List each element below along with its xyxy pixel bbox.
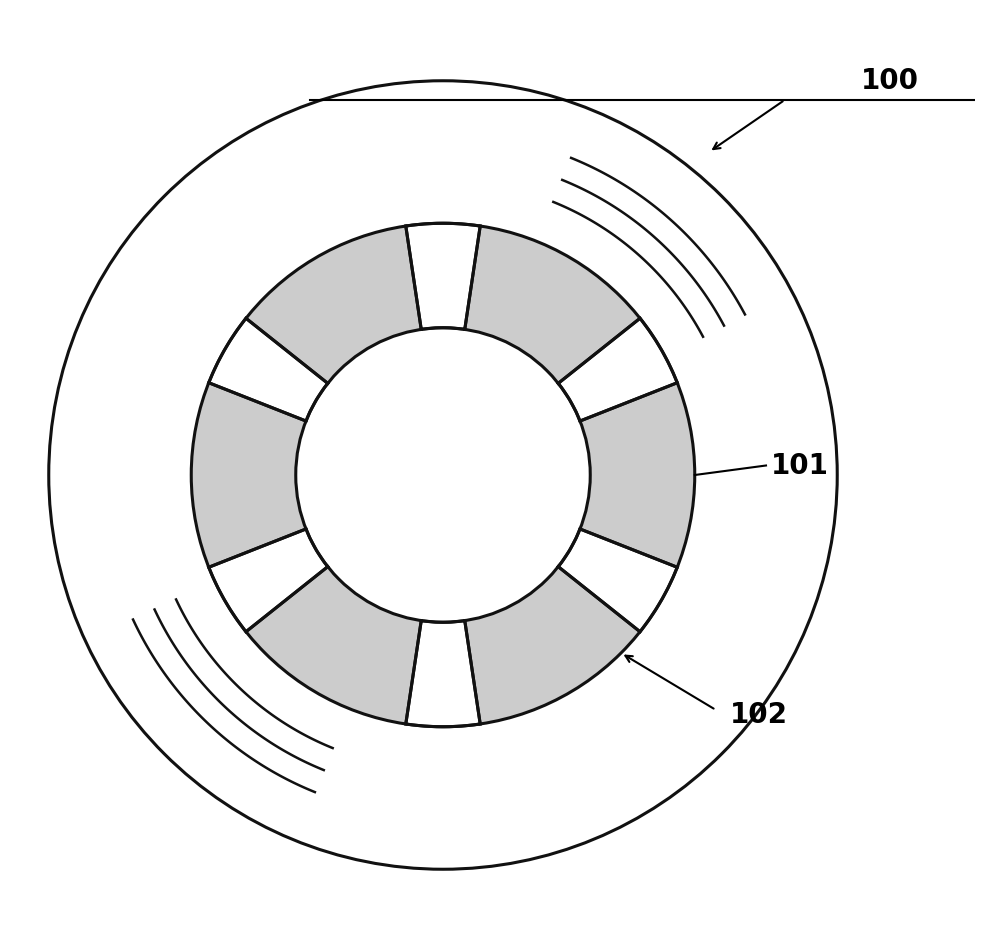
Polygon shape (406, 223, 480, 330)
Circle shape (49, 81, 837, 869)
Circle shape (296, 328, 590, 622)
Polygon shape (406, 620, 480, 727)
Text: 101: 101 (771, 451, 829, 480)
Text: 100: 100 (861, 66, 919, 95)
Circle shape (191, 223, 695, 727)
Polygon shape (558, 318, 677, 421)
Polygon shape (209, 318, 328, 421)
Polygon shape (209, 529, 328, 632)
Polygon shape (558, 529, 677, 632)
Text: 102: 102 (730, 701, 788, 729)
